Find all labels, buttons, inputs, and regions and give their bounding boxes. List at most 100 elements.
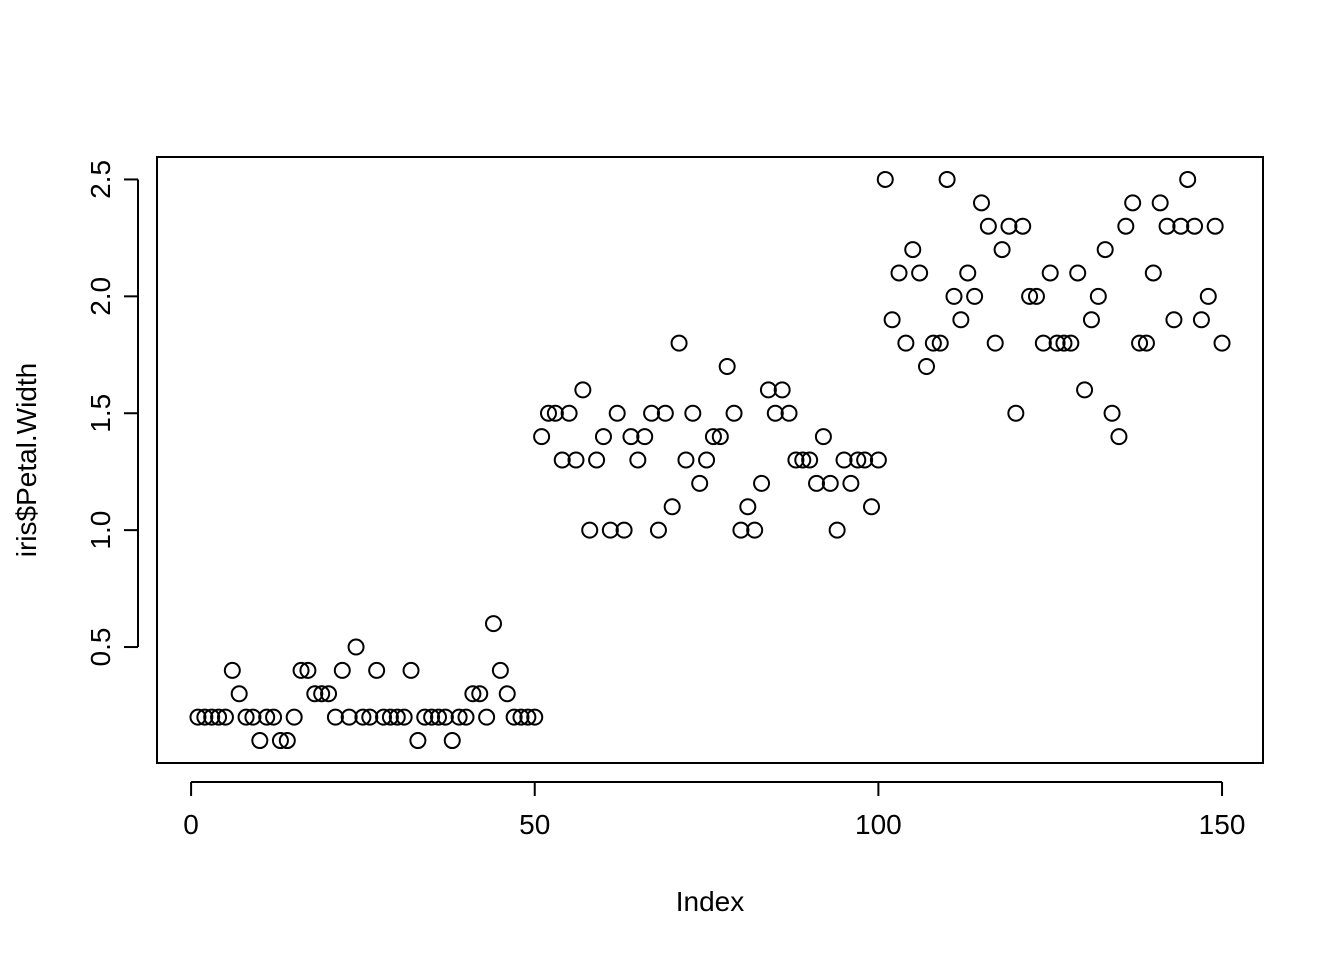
data-point bbox=[292, 661, 310, 679]
data-point bbox=[691, 474, 709, 492]
data-point bbox=[911, 264, 929, 282]
data-point bbox=[849, 451, 867, 469]
data-point bbox=[821, 474, 839, 492]
y-axis: 0.5 1.0 1.5 2.0 2.5 bbox=[85, 160, 139, 667]
data-point bbox=[759, 381, 777, 399]
data-point bbox=[711, 428, 729, 446]
data-point bbox=[979, 217, 997, 235]
data-point bbox=[244, 708, 262, 726]
data-point bbox=[601, 521, 619, 539]
data-point bbox=[883, 311, 901, 329]
data-point bbox=[972, 194, 990, 212]
data-point bbox=[814, 428, 832, 446]
data-point bbox=[1124, 194, 1142, 212]
data-point bbox=[498, 685, 516, 703]
data-point bbox=[615, 521, 633, 539]
data-point bbox=[1041, 264, 1059, 282]
data-point bbox=[306, 685, 324, 703]
data-point bbox=[340, 708, 358, 726]
data-point bbox=[897, 334, 915, 352]
x-tick-label: 0 bbox=[183, 809, 199, 840]
data-point bbox=[1144, 264, 1162, 282]
data-point bbox=[450, 708, 468, 726]
data-point bbox=[766, 404, 784, 422]
data-point bbox=[1034, 334, 1052, 352]
data-point bbox=[1007, 404, 1025, 422]
data-point bbox=[313, 685, 331, 703]
data-point bbox=[1027, 287, 1045, 305]
data-point bbox=[1055, 334, 1073, 352]
data-point bbox=[952, 311, 970, 329]
data-point bbox=[457, 708, 475, 726]
data-point bbox=[876, 170, 894, 188]
data-point bbox=[478, 708, 496, 726]
data-point bbox=[622, 428, 640, 446]
y-tick-label: 1.5 bbox=[85, 394, 116, 433]
data-point bbox=[801, 451, 819, 469]
data-point bbox=[828, 521, 846, 539]
data-point bbox=[698, 451, 716, 469]
data-point bbox=[1014, 217, 1032, 235]
data-point bbox=[1172, 217, 1190, 235]
data-point bbox=[917, 357, 935, 375]
data-point bbox=[560, 404, 578, 422]
data-point bbox=[567, 451, 585, 469]
data-point bbox=[904, 241, 922, 259]
data-point bbox=[471, 685, 489, 703]
data-point bbox=[1103, 404, 1121, 422]
data-point bbox=[402, 661, 420, 679]
data-point bbox=[704, 428, 722, 446]
data-point bbox=[443, 732, 461, 750]
data-point bbox=[663, 498, 681, 516]
data-point bbox=[1199, 287, 1217, 305]
data-point bbox=[780, 404, 798, 422]
data-point bbox=[285, 708, 303, 726]
data-point bbox=[539, 404, 557, 422]
data-point bbox=[1213, 334, 1231, 352]
data-point bbox=[210, 708, 228, 726]
data-point bbox=[986, 334, 1004, 352]
data-point bbox=[725, 404, 743, 422]
data-point bbox=[519, 708, 537, 726]
data-point bbox=[512, 708, 530, 726]
data-point bbox=[594, 428, 612, 446]
data-point bbox=[643, 404, 661, 422]
data-points bbox=[189, 170, 1231, 750]
data-point bbox=[718, 357, 736, 375]
data-point bbox=[1076, 381, 1094, 399]
y-tick-label: 2.0 bbox=[85, 277, 116, 316]
data-point bbox=[1089, 287, 1107, 305]
data-point bbox=[464, 685, 482, 703]
data-point bbox=[505, 708, 523, 726]
data-point bbox=[485, 615, 503, 633]
data-point bbox=[966, 287, 984, 305]
data-point bbox=[299, 661, 317, 679]
data-point bbox=[794, 451, 812, 469]
data-point bbox=[361, 708, 379, 726]
data-point bbox=[1179, 170, 1197, 188]
data-point bbox=[347, 638, 365, 656]
data-point bbox=[863, 498, 881, 516]
data-point bbox=[753, 474, 771, 492]
data-point bbox=[1082, 311, 1100, 329]
data-point bbox=[526, 708, 544, 726]
data-point bbox=[1186, 217, 1204, 235]
data-point bbox=[924, 334, 942, 352]
data-point bbox=[423, 708, 441, 726]
y-tick-label: 0.5 bbox=[85, 628, 116, 667]
data-point bbox=[196, 708, 214, 726]
data-point bbox=[1000, 217, 1018, 235]
data-point bbox=[258, 708, 276, 726]
data-point bbox=[237, 708, 255, 726]
data-point bbox=[746, 521, 764, 539]
data-point bbox=[588, 451, 606, 469]
data-point bbox=[808, 474, 826, 492]
data-point bbox=[938, 170, 956, 188]
data-point bbox=[1096, 241, 1114, 259]
data-point bbox=[533, 428, 551, 446]
data-point bbox=[1137, 334, 1155, 352]
data-point bbox=[959, 264, 977, 282]
data-point bbox=[739, 498, 757, 516]
data-point bbox=[388, 708, 406, 726]
data-point bbox=[354, 708, 372, 726]
